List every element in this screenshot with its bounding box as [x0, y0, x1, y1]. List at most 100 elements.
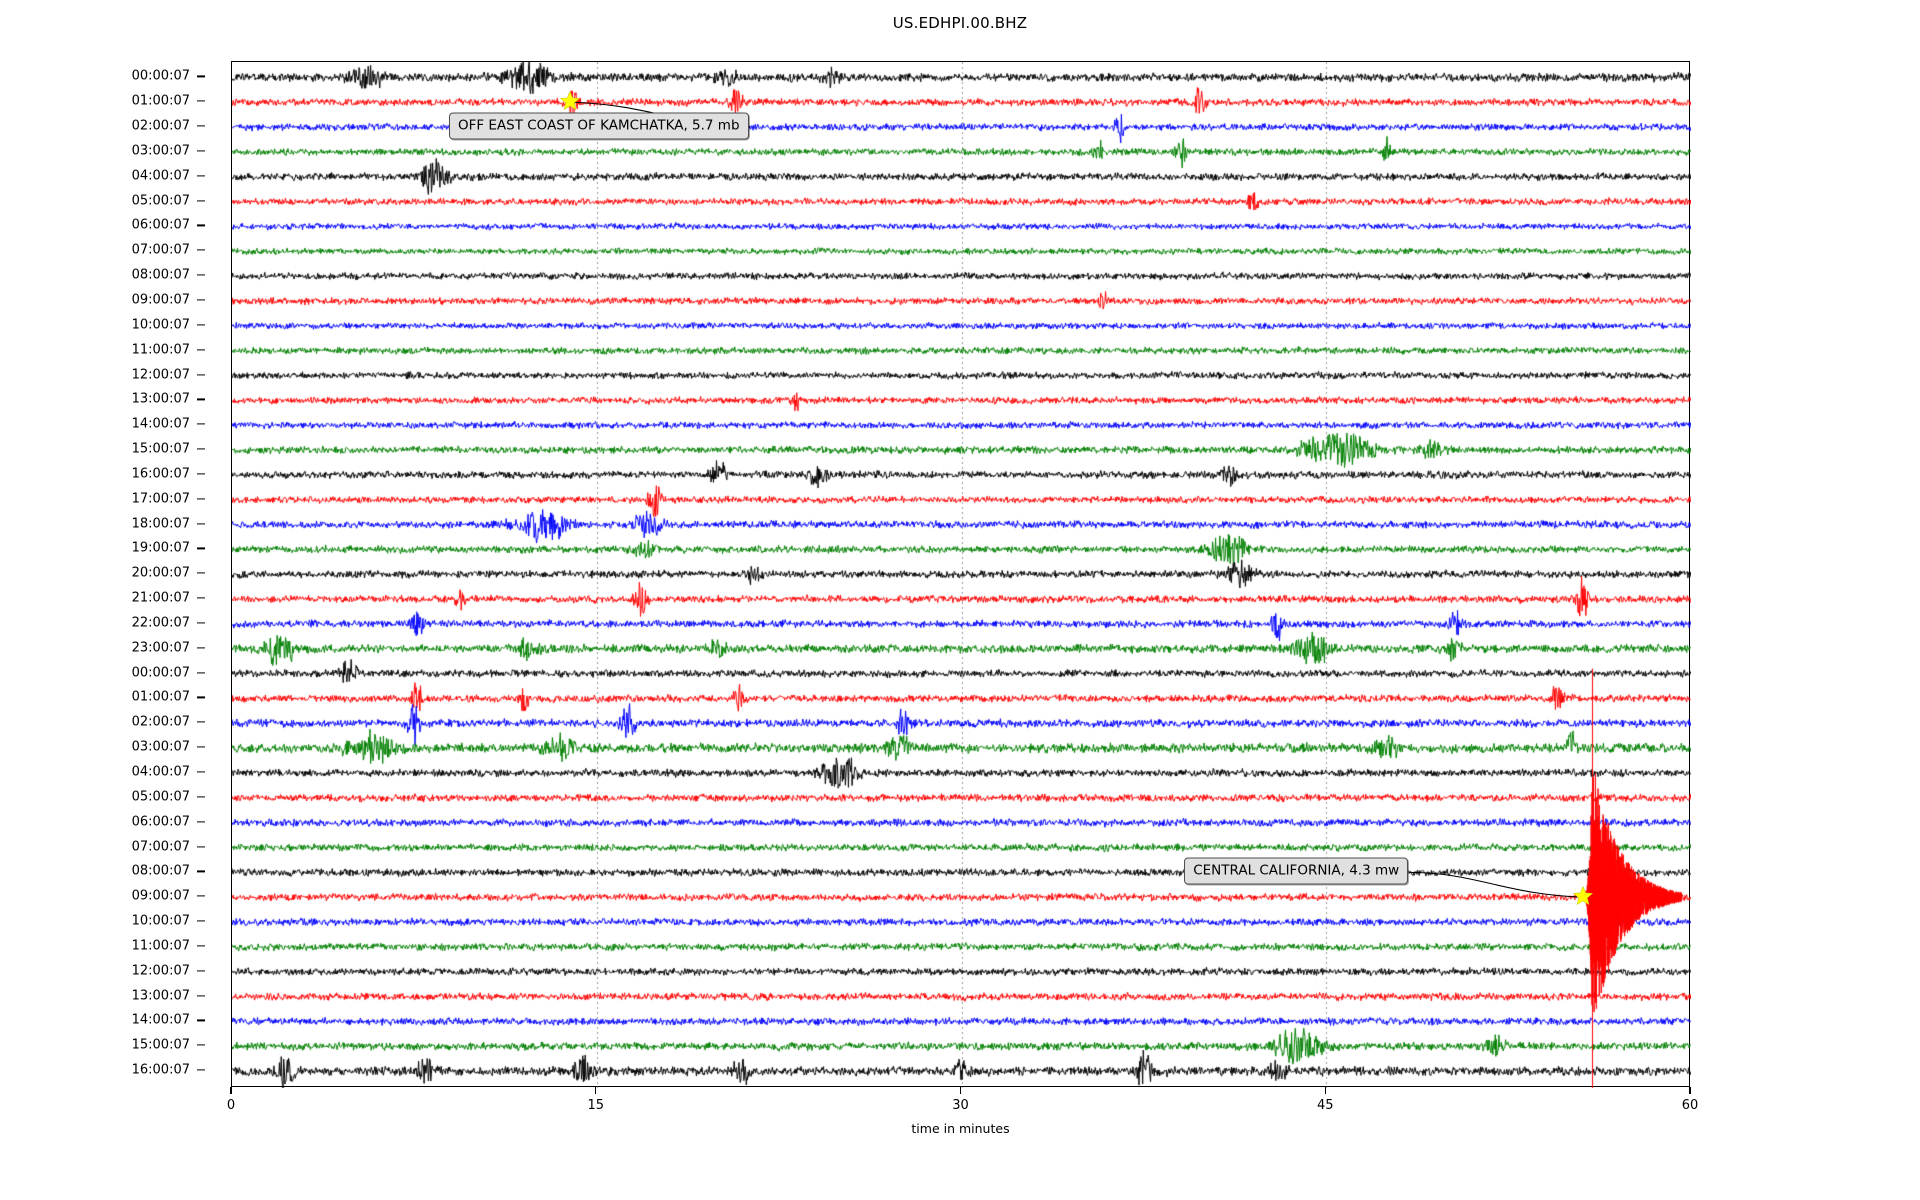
x-tick-label: 45 — [1316, 1098, 1334, 1113]
y-tick-label: 12:00:07 — [131, 367, 190, 382]
y-tick-label: 02:00:07 — [131, 714, 190, 730]
y-tick-mark — [197, 498, 205, 500]
x-axis-label: time in minutes — [911, 1121, 1010, 1136]
y-tick-mark — [197, 721, 205, 723]
y-tick-mark — [197, 1019, 205, 1021]
y-tick-label: 02:00:07 — [131, 118, 190, 134]
y-tick-mark — [197, 994, 205, 997]
y-tick-label: 09:00:07 — [131, 888, 190, 904]
seismogram-traces — [232, 62, 1691, 1088]
x-tick-label: 60 — [1681, 1098, 1699, 1113]
y-tick-label: 15:00:07 — [131, 1037, 190, 1053]
y-tick-label: 09:00:07 — [131, 292, 190, 308]
y-tick-label: 03:00:07 — [131, 739, 190, 755]
x-tick-mark — [1324, 1087, 1326, 1094]
y-tick-mark — [197, 1069, 205, 1071]
y-tick-label: 21:00:07 — [131, 590, 190, 606]
y-tick-mark — [197, 200, 205, 202]
y-tick-label: 16:00:07 — [131, 1062, 190, 1078]
y-tick-label: 15:00:07 — [131, 441, 190, 457]
y-tick-label: 10:00:07 — [131, 913, 190, 929]
y-tick-label: 01:00:07 — [131, 689, 190, 705]
y-tick-label: 07:00:07 — [131, 839, 190, 855]
plot-area — [231, 61, 1691, 1088]
y-tick-mark — [197, 100, 205, 102]
y-tick-mark — [197, 547, 205, 549]
y-tick-label: 13:00:07 — [131, 988, 190, 1004]
y-tick-mark — [197, 448, 205, 450]
y-tick-label: 01:00:07 — [131, 93, 190, 109]
y-tick-mark — [197, 796, 205, 798]
y-tick-label: 00:00:07 — [131, 665, 190, 681]
x-tick-mark — [1689, 1087, 1691, 1094]
y-tick-label: 06:00:07 — [131, 814, 190, 830]
y-tick-label: 14:00:07 — [131, 1012, 190, 1028]
y-tick-mark — [197, 423, 205, 425]
y-tick-mark — [197, 150, 205, 152]
y-tick-label: 08:00:07 — [131, 863, 190, 879]
y-tick-mark — [197, 75, 205, 77]
y-tick-label: 17:00:07 — [131, 491, 190, 507]
y-tick-label: 12:00:07 — [131, 963, 190, 979]
y-tick-mark — [197, 970, 205, 972]
y-tick-mark — [197, 175, 205, 177]
y-tick-label: 13:00:07 — [131, 391, 190, 407]
y-tick-label: 19:00:07 — [131, 540, 190, 556]
y-tick-mark — [197, 398, 205, 400]
y-tick-mark — [197, 274, 205, 276]
x-axis: time in minutes 0 15 30 45 60 — [227, 1087, 1698, 1147]
y-tick-mark — [197, 845, 205, 848]
y-tick-mark — [197, 572, 205, 574]
y-tick-mark — [197, 821, 205, 823]
y-tick-label: 00:00:07 — [131, 68, 190, 84]
y-tick-label: 10:00:07 — [131, 317, 190, 333]
x-tick-label: 15 — [587, 1098, 605, 1113]
y-tick-mark — [197, 945, 205, 947]
y-tick-label: 07:00:07 — [131, 242, 190, 258]
y-tick-mark — [197, 373, 205, 376]
y-tick-mark — [197, 522, 205, 525]
x-tick-label: 0 — [226, 1098, 236, 1113]
y-tick-label: 18:00:07 — [131, 516, 190, 532]
y-tick-label: 11:00:07 — [131, 342, 190, 358]
y-tick-mark — [197, 349, 205, 351]
y-tick-label: 08:00:07 — [131, 267, 190, 283]
y-axis: 00:00:07 01:00:07 02:00:07 03:00:07 04:00:07… — [0, 61, 231, 1087]
y-tick-label: 03:00:07 — [131, 143, 190, 159]
x-tick-mark — [959, 1087, 962, 1094]
y-tick-label: 05:00:07 — [131, 193, 190, 209]
y-tick-mark — [197, 746, 205, 748]
y-tick-label: 23:00:07 — [131, 640, 190, 656]
y-tick-mark — [197, 1044, 205, 1046]
page-title: US.EDHPI.00.BHZ — [892, 14, 1028, 32]
event-annotation-label[interactable]: OFF EAST COAST OF KAMCHATKA, 5.7 mb — [448, 112, 749, 140]
y-tick-label: 04:00:07 — [131, 764, 190, 780]
y-tick-label: 06:00:07 — [131, 217, 190, 233]
y-tick-label: 20:00:07 — [131, 565, 190, 581]
event-annotation-label[interactable]: CENTRAL CALIFORNIA, 4.3 mw — [1184, 857, 1409, 885]
x-tick-mark — [230, 1087, 232, 1094]
y-tick-mark — [197, 473, 205, 475]
y-tick-mark — [197, 647, 205, 649]
y-tick-mark — [197, 224, 205, 227]
y-tick-label: 14:00:07 — [131, 416, 190, 432]
y-tick-mark — [197, 324, 205, 326]
x-tick-mark — [595, 1087, 597, 1094]
y-tick-mark — [197, 771, 205, 773]
y-tick-mark — [197, 895, 205, 897]
y-tick-mark — [197, 597, 205, 599]
y-tick-label: 11:00:07 — [131, 938, 190, 954]
y-tick-mark — [197, 672, 205, 674]
event-epicenter-star-icon — [559, 91, 581, 111]
y-tick-label: 22:00:07 — [131, 615, 190, 631]
y-tick-mark — [197, 870, 205, 872]
y-tick-mark — [197, 696, 205, 699]
x-tick-label: 30 — [952, 1098, 969, 1113]
y-tick-mark — [197, 622, 205, 624]
y-tick-label: 16:00:07 — [131, 466, 190, 482]
y-tick-label: 05:00:07 — [131, 789, 190, 805]
y-tick-mark — [197, 299, 205, 301]
y-tick-mark — [197, 249, 205, 251]
event-epicenter-star-icon — [1572, 886, 1594, 906]
